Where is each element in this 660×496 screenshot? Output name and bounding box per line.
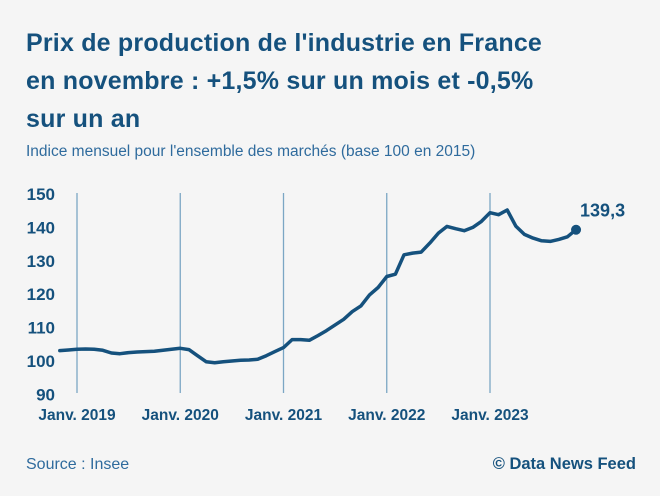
svg-text:120: 120 — [27, 285, 55, 304]
y-axis-labels: 90 100 110 120 130 140 150 — [27, 185, 55, 404]
svg-text:100: 100 — [27, 352, 55, 371]
svg-text:Janv. 2020: Janv. 2020 — [142, 407, 219, 424]
svg-text:Janv. 2023: Janv. 2023 — [451, 407, 529, 424]
svg-text:90: 90 — [36, 385, 55, 404]
chart-title-line-3: sur un an — [26, 105, 141, 133]
credit-label: © Data News Feed — [492, 455, 636, 473]
last-value-label: 139,3 — [580, 201, 625, 221]
svg-text:Janv. 2019: Janv. 2019 — [38, 407, 116, 424]
last-point-marker — [571, 224, 582, 235]
svg-text:Janv. 2022: Janv. 2022 — [348, 407, 425, 424]
chart-title: Prix de production de l'industrie en Fra… — [26, 24, 542, 138]
series-line — [58, 208, 578, 365]
svg-text:130: 130 — [27, 252, 55, 271]
svg-text:Janv. 2021: Janv. 2021 — [245, 407, 323, 424]
svg-text:140: 140 — [27, 218, 55, 237]
year-gridlines — [76, 193, 491, 393]
svg-text:139,3: 139,3 — [580, 201, 625, 221]
chart-title-line-1: Prix de production de l'industrie en Fra… — [26, 29, 543, 57]
source-label: Source : Insee — [26, 456, 130, 473]
x-axis-labels: Janv. 2019 Janv. 2020 Janv. 2021 Janv. 2022… — [38, 407, 529, 424]
chart-subtitle: Indice mensuel pour l'ensemble des march… — [26, 143, 476, 160]
chart-title-line-2: en novembre : +1,5% sur un mois et -0,5% — [26, 67, 534, 95]
svg-text:150: 150 — [27, 185, 55, 204]
svg-text:110: 110 — [28, 319, 55, 338]
